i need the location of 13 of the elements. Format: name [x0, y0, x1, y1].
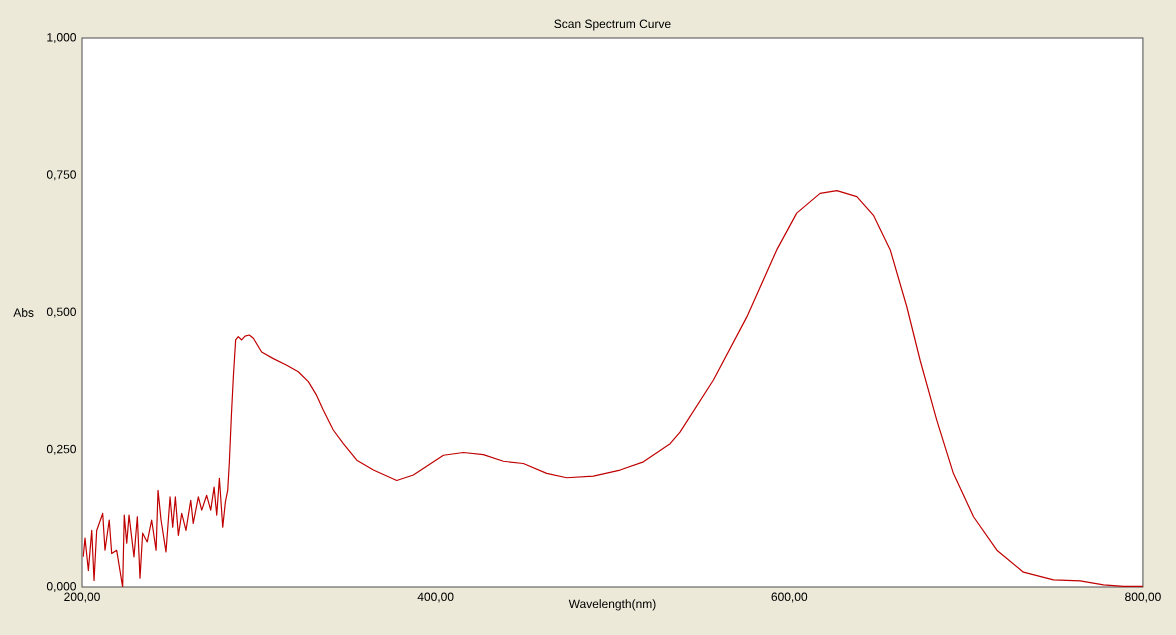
x-axis-title: Wavelength(nm): [568, 599, 656, 611]
y-tick-label: 0,000: [46, 582, 76, 592]
y-tick-label: 0,500: [46, 307, 76, 318]
x-tick-label: 200,00: [64, 592, 100, 603]
line-series: [82, 190, 1143, 587]
x-tick-label: 800,00: [1125, 592, 1161, 603]
chart-title: Scan Spectrum Curve: [554, 19, 671, 31]
y-axis-title: Abs: [13, 308, 34, 317]
x-tick-label: 400,00: [417, 592, 454, 603]
y-tick-label: 0,750: [46, 170, 76, 181]
y-tick-label: 1,000: [47, 33, 76, 43]
y-tick-label: 0,250: [46, 444, 76, 455]
x-tick-label: 600,00: [771, 592, 808, 603]
